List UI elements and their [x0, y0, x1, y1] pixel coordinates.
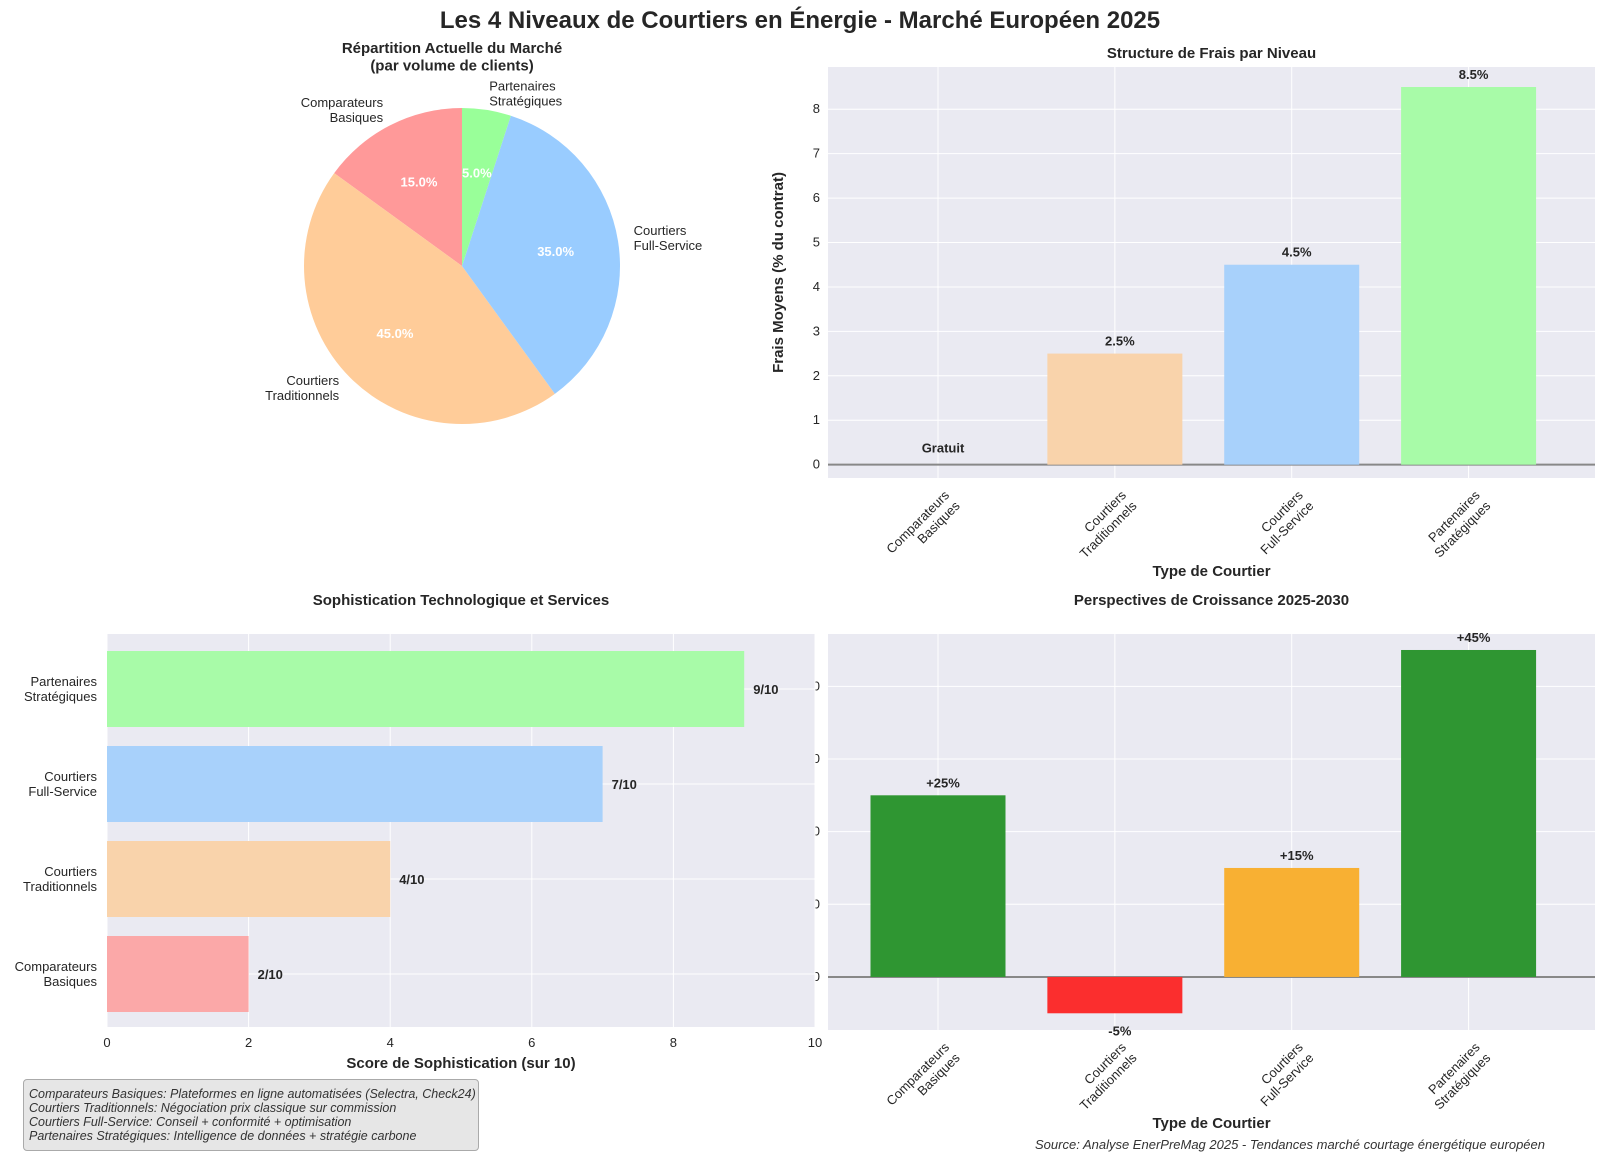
note-line: Partenaires Stratégiques: Intelligence d…	[29, 1129, 417, 1143]
note-line: Courtiers Traditionnels: Négociation pri…	[29, 1101, 397, 1115]
note-line: Courtiers Full-Service: Conseil + confor…	[29, 1115, 352, 1129]
fees-ytick-label: 6	[813, 190, 820, 205]
sophistication-bar	[107, 936, 249, 1012]
sophistication-data-label: 9/10	[753, 682, 778, 697]
sophistication-xtick-label: 8	[670, 1035, 677, 1050]
fees-ytick-label: 4	[813, 279, 820, 294]
fees-xtick-label: PartenairesStratégiques	[1420, 487, 1494, 560]
sophistication-bar	[107, 841, 391, 917]
sophistication-ytick-label: Courtiers Traditionnels	[23, 864, 97, 894]
note-line: Comparateurs Basiques: Plateformes en li…	[29, 1087, 476, 1101]
fees-ytick-label: 7	[813, 146, 820, 161]
fees-data-label: 8.5%	[1459, 67, 1489, 82]
pie-slice	[334, 108, 462, 266]
pie-label: Courtiers Traditionnels	[265, 373, 339, 403]
sophistication-bar	[107, 746, 603, 822]
growth-bar	[1401, 649, 1537, 977]
sophistication-xtick-label: 10	[808, 1035, 822, 1050]
pie-slice	[462, 115, 621, 394]
sophistication-data-label: 4/10	[399, 872, 424, 887]
sophistication-xlabel: Score de Sophistication (sur 10)	[346, 1055, 575, 1072]
sophistication-xtick-label: 0	[103, 1035, 110, 1050]
fees-bar	[1224, 264, 1360, 465]
figure-title: Les 4 Niveaux de Courtiers en Énergie - …	[440, 6, 1160, 34]
pie-value-label: 35.0%	[537, 244, 574, 259]
sophistication-xtick-label: 4	[387, 1035, 394, 1050]
pie-title: Répartition Actuelle du Marché (par volum…	[342, 40, 562, 74]
growth-data-label: +45%	[1457, 630, 1491, 645]
fees-xtick-label: CourtiersFull-Service	[1247, 487, 1317, 557]
xtick-text: CourtiersTraditionnels	[1066, 1039, 1140, 1113]
growth-bar	[1224, 867, 1360, 977]
fees-data-label: Gratuit	[922, 441, 965, 456]
fees-ytick-label: 8	[813, 101, 820, 116]
pie-value-label: 15.0%	[401, 175, 438, 190]
pie-slice	[304, 173, 555, 424]
growth-xtick-label: CourtiersFull-Service	[1247, 1039, 1317, 1109]
pie-value-label: 5.0%	[462, 165, 492, 180]
legend-notes-box: Comparateurs Basiques: Plateformes en li…	[23, 1079, 479, 1151]
sophistication-data-label: 7/10	[612, 777, 637, 792]
fees-ytick-label: 5	[813, 235, 820, 250]
xtick-text: CourtiersFull-Service	[1247, 487, 1317, 557]
sophistication-ytick-label: Comparateurs Basiques	[15, 959, 98, 989]
xtick-text: ComparateursBasiques	[883, 1039, 963, 1119]
growth-bar	[1047, 976, 1183, 1014]
sophistication-title: Sophistication Technologique et Services	[313, 592, 609, 609]
source-note: Source: Analyse EnerPreMag 2025 - Tendan…	[1035, 1137, 1545, 1152]
fees-data-label: 2.5%	[1105, 334, 1135, 349]
growth-xtick-label: CourtiersTraditionnels	[1066, 1039, 1140, 1113]
fees-title: Structure de Frais par Niveau	[1107, 45, 1316, 62]
sophistication-ytick-label: Partenaires Stratégiques	[24, 674, 97, 704]
fees-ytick-label: 2	[813, 368, 820, 383]
growth-xtick-label: ComparateursBasiques	[883, 1039, 963, 1119]
growth-title: Perspectives de Croissance 2025-2030	[1074, 592, 1349, 609]
pie-label: Comparateurs Basiques	[301, 95, 384, 125]
growth-data-label: +25%	[926, 775, 960, 790]
svg-text:Frais Moyens (% du contrat): Frais Moyens (% du contrat)	[770, 172, 787, 373]
growth-ytick-label: 0	[813, 969, 820, 984]
growth-xtick-label: PartenairesStratégiques	[1420, 1039, 1494, 1112]
growth-data-label: -5%	[1108, 1023, 1132, 1038]
growth-bar	[870, 795, 1006, 977]
sophistication-bar	[107, 651, 745, 727]
fees-bar	[1401, 86, 1537, 465]
xtick-text: PartenairesStratégiques	[1420, 1039, 1493, 1112]
xtick-text: CourtiersTraditionnels	[1066, 487, 1140, 561]
growth-data-label: +15%	[1280, 848, 1314, 863]
fees-ylabel: Frais Moyens (% du contrat)	[770, 172, 787, 373]
xtick-text: ComparateursBasiques	[883, 487, 963, 567]
pie-label: Courtiers Full-Service	[634, 223, 703, 253]
fees-ytick-label: 0	[813, 457, 820, 472]
pie-slice	[462, 108, 511, 266]
fees-xtick-label: CourtiersTraditionnels	[1066, 487, 1140, 561]
fees-xtick-label: ComparateursBasiques	[883, 487, 963, 567]
pie-label: Partenaires Stratégiques	[489, 78, 562, 108]
fees-data-label: 4.5%	[1282, 245, 1312, 260]
sophistication-ytick-label: Courtiers Full-Service	[28, 769, 97, 799]
sophistication-xtick-label: 6	[528, 1035, 535, 1050]
sophistication-xtick-label: 2	[245, 1035, 252, 1050]
pie-value-label: 45.0%	[377, 326, 414, 341]
fees-ytick-label: 1	[813, 412, 820, 427]
growth-xlabel: Type de Courtier	[1152, 1115, 1270, 1132]
xtick-text: PartenairesStratégiques	[1420, 487, 1493, 560]
fees-bar	[1047, 353, 1183, 465]
xtick-text: CourtiersFull-Service	[1247, 1039, 1317, 1109]
fees-xlabel: Type de Courtier	[1152, 563, 1270, 580]
sophistication-data-label: 2/10	[258, 967, 283, 982]
fees-ytick-label: 3	[813, 323, 820, 338]
